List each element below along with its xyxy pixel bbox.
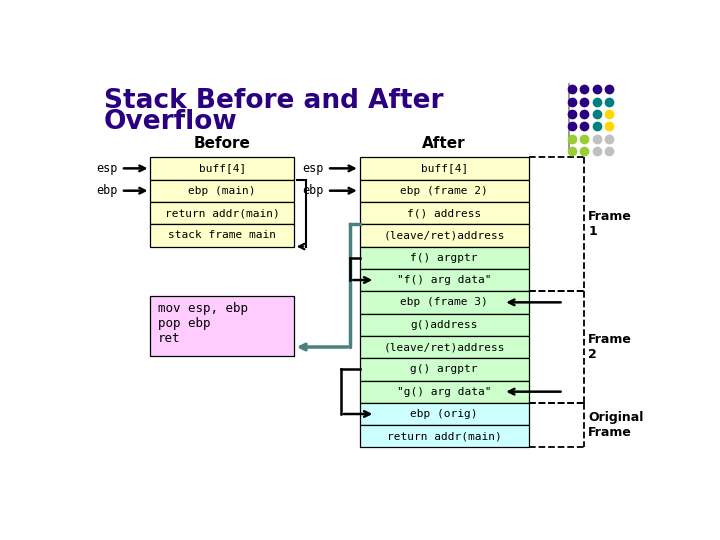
Text: ebp: ebp: [302, 184, 324, 197]
Text: g() argptr: g() argptr: [410, 364, 478, 374]
Text: buff[4]: buff[4]: [199, 164, 246, 173]
Bar: [150, 179, 294, 202]
Bar: [360, 425, 528, 448]
Bar: [360, 291, 528, 314]
Text: return addr(main): return addr(main): [387, 431, 502, 441]
Text: "g() arg data": "g() arg data": [397, 387, 492, 397]
Bar: [360, 224, 528, 247]
Bar: [360, 358, 528, 381]
Text: f() argptr: f() argptr: [410, 253, 478, 262]
Bar: [360, 269, 528, 291]
Bar: [360, 314, 528, 336]
Text: Overflow: Overflow: [104, 109, 238, 134]
Text: esp: esp: [302, 162, 324, 175]
Bar: [360, 157, 528, 179]
Text: ebp (frame 2): ebp (frame 2): [400, 186, 488, 195]
Text: (leave/ret)address: (leave/ret)address: [384, 342, 505, 352]
Text: (leave/ret)address: (leave/ret)address: [384, 231, 505, 240]
Text: ebp (frame 3): ebp (frame 3): [400, 298, 488, 307]
Text: Frame
1: Frame 1: [588, 210, 632, 238]
Bar: [360, 403, 528, 425]
Text: mov esp, ebp
pop ebp
ret: mov esp, ebp pop ebp ret: [158, 302, 248, 345]
Bar: [150, 296, 294, 356]
Text: g()address: g()address: [410, 320, 478, 330]
Text: ebp (orig): ebp (orig): [410, 409, 478, 419]
Text: Stack Before and After: Stack Before and After: [104, 88, 444, 114]
Text: esp: esp: [96, 162, 118, 175]
Bar: [360, 381, 528, 403]
Text: buff[4]: buff[4]: [420, 164, 468, 173]
Text: ebp (main): ebp (main): [189, 186, 256, 195]
Text: After: After: [423, 136, 466, 151]
Text: ebp: ebp: [96, 184, 118, 197]
Text: return addr(main): return addr(main): [165, 208, 279, 218]
Text: stack frame main: stack frame main: [168, 231, 276, 240]
Bar: [360, 336, 528, 358]
Bar: [360, 202, 528, 224]
Text: Frame
2: Frame 2: [588, 333, 632, 361]
Text: Original
Frame: Original Frame: [588, 411, 644, 439]
Bar: [150, 224, 294, 247]
Bar: [360, 179, 528, 202]
Text: Before: Before: [194, 136, 251, 151]
Bar: [150, 157, 294, 179]
Bar: [360, 247, 528, 269]
Bar: [150, 202, 294, 224]
Text: "f() arg data": "f() arg data": [397, 275, 492, 285]
Text: f() address: f() address: [407, 208, 481, 218]
